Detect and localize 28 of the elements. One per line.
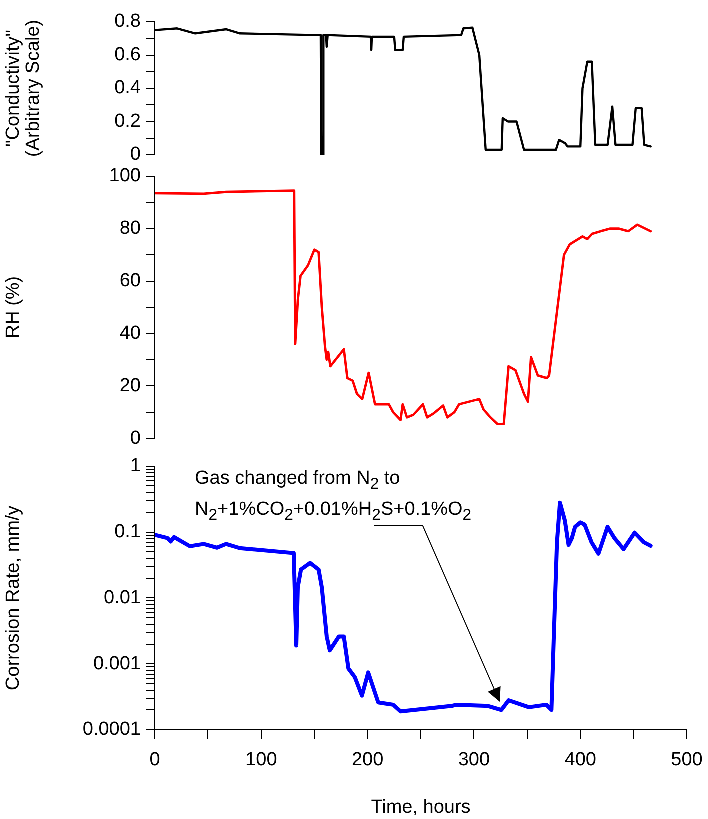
y-axis-title: RH (%) xyxy=(3,276,24,339)
x-tick-label: 100 xyxy=(246,750,278,771)
y-tick-label: 0.4 xyxy=(114,78,142,99)
annotation: N$_{2}$+1%CO$_{2}$+0.01%H$_{2}$S+0.1%O$_{2}$ xyxy=(195,498,472,526)
x-tick-label: 300 xyxy=(458,750,490,771)
y-tick-label: 20 xyxy=(120,375,141,396)
y-tick-label: 0 xyxy=(130,428,141,449)
y-tick-label: 40 xyxy=(120,322,141,344)
y-tick-label: 0 xyxy=(130,144,141,166)
y-tick-label: 0.0001 xyxy=(82,719,141,740)
y-tick-label: 0.01 xyxy=(104,587,141,608)
y-tick-label: 0.6 xyxy=(114,44,141,66)
y-tick-label: 80 xyxy=(120,218,141,240)
annotation: Gas changed from N$_{2}$ to xyxy=(195,467,400,496)
x-tick-label: 200 xyxy=(352,750,384,771)
y-tick-label: 0.2 xyxy=(114,110,141,132)
y-tick-label: 60 xyxy=(120,270,141,292)
y-tick-label: 0.001 xyxy=(93,653,141,674)
y-axis-title: Corrosion Rate, mm/y xyxy=(3,505,24,691)
y-tick-label: 100 xyxy=(109,166,141,187)
y-tick-label: 1 xyxy=(130,456,141,477)
y-axis-title: "Conductivity" (Arbitrary Scale) xyxy=(3,20,44,158)
y-tick-label: 0.1 xyxy=(114,522,141,543)
x-tick-label: 400 xyxy=(564,750,596,771)
y-tick-label: 0.8 xyxy=(114,11,141,32)
x-tick-label: 500 xyxy=(671,750,703,771)
x-tick-label: 0 xyxy=(150,750,160,771)
x-axis-title: Time, hours xyxy=(371,796,471,818)
